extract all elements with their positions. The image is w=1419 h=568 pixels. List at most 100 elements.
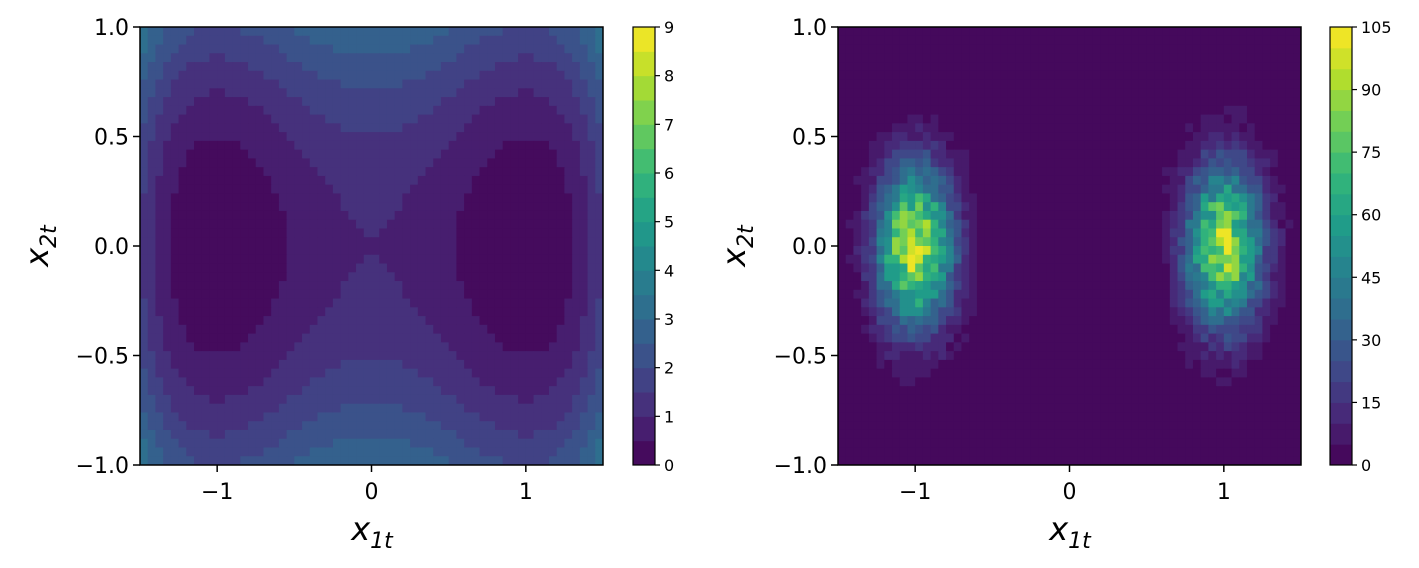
contour-cell xyxy=(572,123,580,132)
contour-cell xyxy=(992,71,1000,80)
contour-cell xyxy=(1193,71,1201,80)
contour-cell xyxy=(433,316,441,325)
contour-cell xyxy=(1085,27,1093,36)
contour-cell xyxy=(472,404,480,413)
contour-cell xyxy=(923,193,931,202)
contour-cell xyxy=(325,27,333,36)
contour-cell xyxy=(931,71,939,80)
contour-cell xyxy=(557,228,565,237)
contour-cell xyxy=(449,123,457,132)
contour-cell xyxy=(271,351,279,360)
contour-cell xyxy=(395,97,403,106)
contour-cell xyxy=(256,421,264,430)
contour-cell xyxy=(202,316,210,325)
contour-cell xyxy=(1139,202,1147,211)
contour-cell xyxy=(179,115,187,124)
contour-cell xyxy=(441,342,449,351)
contour-cell xyxy=(1286,255,1294,264)
contour-cell xyxy=(240,351,248,360)
contour-cell xyxy=(333,45,341,54)
contour-cell xyxy=(348,351,356,360)
contour-cell xyxy=(279,290,287,299)
contour-cell xyxy=(1054,45,1062,54)
contour-cell xyxy=(495,316,503,325)
contour-cell xyxy=(1278,281,1286,290)
contour-cell xyxy=(333,176,341,185)
contour-cell xyxy=(564,456,572,465)
contour-cell xyxy=(271,386,279,395)
contour-cell xyxy=(433,202,441,211)
contour-cell xyxy=(564,342,572,351)
contour-cell xyxy=(1039,80,1047,89)
contour-cell xyxy=(495,281,503,290)
contour-cell xyxy=(564,62,572,71)
contour-cell xyxy=(194,290,202,299)
contour-cell xyxy=(287,123,295,132)
contour-cell xyxy=(325,299,333,308)
contour-cell xyxy=(1139,228,1147,237)
contour-cell xyxy=(954,80,962,89)
contour-cell xyxy=(900,88,908,97)
contour-cell xyxy=(387,53,395,62)
contour-cell xyxy=(372,272,380,281)
contour-cell xyxy=(1224,132,1232,141)
contour-cell xyxy=(884,71,892,80)
contour-cell xyxy=(402,88,410,97)
contour-cell xyxy=(907,246,915,255)
contour-cell xyxy=(1039,45,1047,54)
contour-cell xyxy=(171,430,179,439)
contour-cell xyxy=(900,106,908,115)
contour-cell xyxy=(503,202,511,211)
contour-cell xyxy=(433,88,441,97)
contour-cell xyxy=(838,193,846,202)
contour-cell xyxy=(495,150,503,159)
contour-cell xyxy=(541,421,549,430)
contour-cell xyxy=(1201,272,1209,281)
contour-cell xyxy=(1139,211,1147,220)
contour-cell xyxy=(194,334,202,343)
contour-cell xyxy=(1131,237,1139,246)
contour-cell xyxy=(194,412,202,421)
contour-cell xyxy=(248,307,256,316)
contour-cell xyxy=(171,299,179,308)
contour-cell xyxy=(171,27,179,36)
contour-cell xyxy=(1262,27,1270,36)
contour-cell xyxy=(325,386,333,395)
contour-cell xyxy=(233,88,241,97)
contour-cell xyxy=(1224,71,1232,80)
contour-cell xyxy=(426,290,434,299)
contour-cell xyxy=(572,141,580,150)
contour-cell xyxy=(892,132,900,141)
contour-cell xyxy=(1008,150,1016,159)
contour-cell xyxy=(1062,272,1070,281)
contour-cell xyxy=(487,281,495,290)
contour-cell xyxy=(838,53,846,62)
contour-cell xyxy=(1093,299,1101,308)
contour-cell xyxy=(923,167,931,176)
contour-cell xyxy=(464,255,472,264)
contour-cell xyxy=(954,193,962,202)
contour-cell xyxy=(426,185,434,194)
contour-cell xyxy=(155,334,163,343)
contour-cell xyxy=(869,281,877,290)
contour-cell xyxy=(379,316,387,325)
contour-cell xyxy=(572,369,580,378)
contour-cell xyxy=(931,132,939,141)
contour-cell xyxy=(1039,53,1047,62)
contour-cell xyxy=(263,316,271,325)
contour-cell xyxy=(534,80,542,89)
contour-cell xyxy=(853,158,861,167)
contour-cell xyxy=(877,167,885,176)
contour-cell xyxy=(1008,264,1016,273)
contour-cell xyxy=(240,386,248,395)
contour-cell xyxy=(233,316,241,325)
contour-cell xyxy=(977,167,985,176)
contour-cell xyxy=(256,255,264,264)
contour-cell xyxy=(225,228,233,237)
contour-cell xyxy=(1108,132,1116,141)
contour-cell xyxy=(549,421,557,430)
contour-cell xyxy=(387,377,395,386)
contour-cell xyxy=(892,27,900,36)
contour-cell xyxy=(884,45,892,54)
contour-cell xyxy=(1108,281,1116,290)
